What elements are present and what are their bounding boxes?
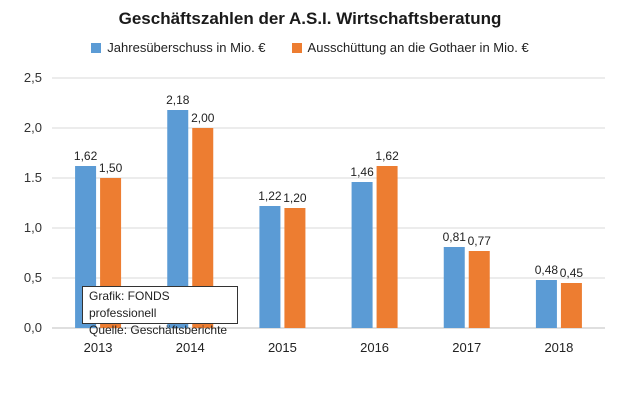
data-label-2017-series-1: 0,81 — [443, 230, 467, 244]
data-label-2013-series-2: 1,50 — [99, 161, 123, 175]
data-label-2017-series-2: 0,77 — [468, 234, 492, 248]
y-tick-label-0: 0,0 — [24, 320, 42, 335]
legend-item-series-1: Jahresüberschuss in Mio. € — [91, 40, 266, 55]
bar-2014-series-2 — [192, 128, 214, 328]
x-tick-label-2013: 2013 — [84, 340, 113, 355]
data-label-2016-series-1: 1,46 — [350, 165, 374, 179]
x-tick-label-2015: 2015 — [268, 340, 297, 355]
data-label-2018-series-2: 0,45 — [560, 266, 584, 280]
legend-swatch-series-2 — [291, 42, 302, 53]
bar-2018-series-1 — [535, 280, 557, 328]
data-label-2018-series-1: 0,48 — [535, 263, 559, 277]
x-tick-label-2018: 2018 — [544, 340, 573, 355]
data-label-2014-series-1: 2,18 — [166, 93, 190, 107]
legend-item-series-2: Ausschüttung an die Gothaer in Mio. € — [291, 40, 529, 55]
credit-box: Grafik: FONDS professionell Quelle: Gesc… — [82, 286, 238, 337]
bar-2017-series-2 — [468, 251, 490, 328]
bar-2015-series-1 — [259, 206, 281, 328]
bar-2016-series-1 — [351, 182, 373, 328]
y-tick-label-3: 1.5 — [24, 170, 42, 185]
x-tick-label-2014: 2014 — [176, 340, 205, 355]
chart-legend: Jahresüberschuss in Mio. € Ausschüttung … — [0, 40, 620, 55]
legend-label-series-1: Jahresüberschuss in Mio. € — [107, 40, 266, 55]
bar-2015-series-2 — [284, 208, 306, 328]
chart-title: Geschäftszahlen der A.S.I. Wirtschaftsbe… — [118, 9, 502, 28]
bar-2016-series-2 — [376, 166, 398, 328]
data-label-2015-series-2: 1,20 — [283, 191, 307, 205]
data-label-2013-series-1: 1,62 — [74, 149, 98, 163]
legend-swatch-series-1 — [91, 42, 102, 53]
credit-line-graphic: Grafik: FONDS professionell — [89, 289, 170, 320]
credit-line-source: Quelle: Geschäftsberichte — [89, 323, 228, 337]
data-label-2015-series-1: 1,22 — [258, 189, 282, 203]
y-tick-label-1: 0,5 — [24, 270, 42, 285]
data-label-2016-series-2: 1,62 — [375, 149, 399, 163]
x-tick-label-2017: 2017 — [452, 340, 481, 355]
bar-2014-series-1 — [167, 110, 189, 328]
y-tick-label-5: 2,5 — [24, 70, 42, 85]
y-tick-label-4: 2,0 — [24, 120, 42, 135]
y-tick-label-2: 1,0 — [24, 220, 42, 235]
bar-2018-series-2 — [560, 283, 582, 328]
x-tick-label-2016: 2016 — [360, 340, 389, 355]
bar-2017-series-1 — [443, 247, 465, 328]
data-label-2014-series-2: 2,00 — [191, 111, 215, 125]
legend-label-series-2: Ausschüttung an die Gothaer in Mio. € — [307, 40, 529, 55]
